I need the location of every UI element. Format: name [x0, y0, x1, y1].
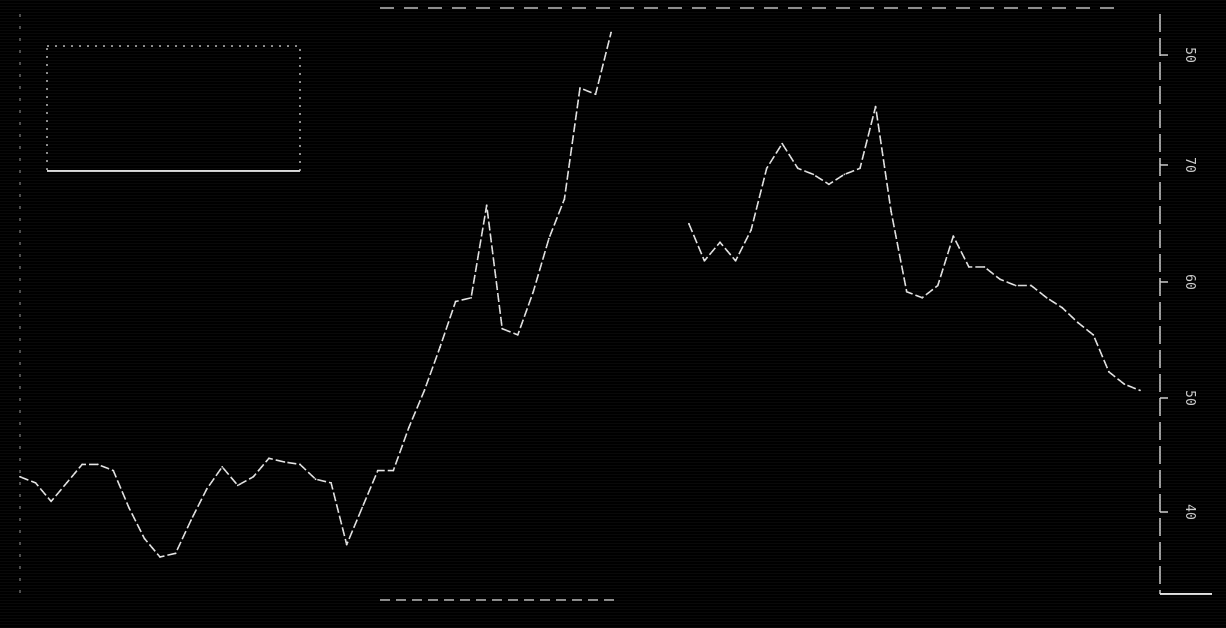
data-point — [470, 296, 472, 299]
series-line-segment — [688, 105, 1141, 392]
data-point — [1014, 284, 1017, 287]
data-point — [843, 173, 846, 176]
data-point — [812, 173, 815, 176]
y-tick-layer: 50 70 60 50 40 — [1160, 47, 1197, 520]
series-line-segment — [19, 32, 612, 558]
y-tick-label: 50 — [1182, 390, 1197, 406]
y-tick-label: 40 — [1182, 504, 1197, 520]
legend-box — [46, 45, 301, 172]
data-point — [361, 506, 364, 509]
y-tick-label: 50 — [1182, 47, 1197, 63]
y-tick-label: 70 — [1182, 157, 1197, 173]
data-point — [221, 466, 224, 468]
data-point — [548, 237, 550, 240]
data-point — [236, 484, 239, 487]
series-layer — [19, 31, 1141, 558]
y-tick-label: 60 — [1182, 274, 1197, 290]
data-point — [314, 478, 317, 481]
